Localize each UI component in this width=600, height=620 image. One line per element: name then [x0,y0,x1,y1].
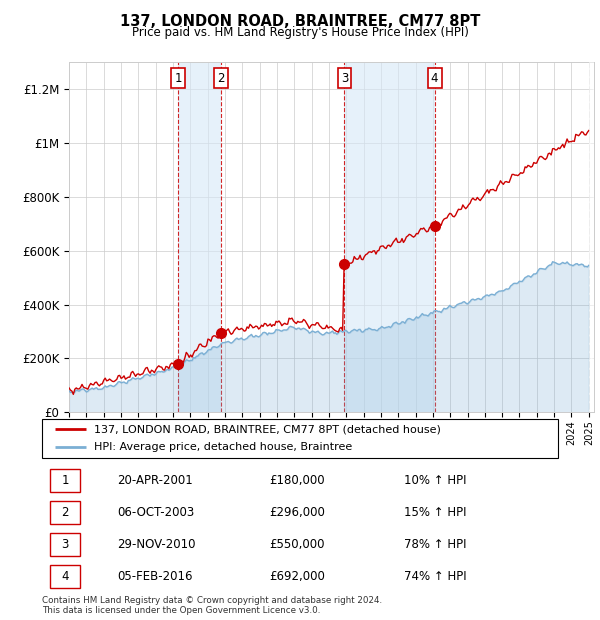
Text: HPI: Average price, detached house, Braintree: HPI: Average price, detached house, Brai… [94,442,352,452]
FancyBboxPatch shape [50,533,80,556]
Text: 137, LONDON ROAD, BRAINTREE, CM77 8PT: 137, LONDON ROAD, BRAINTREE, CM77 8PT [120,14,480,29]
Text: 10% ↑ HPI: 10% ↑ HPI [404,474,466,487]
Text: 2: 2 [217,72,225,85]
FancyBboxPatch shape [42,419,558,458]
Text: 4: 4 [61,570,69,583]
Bar [178,62,221,412]
Text: £550,000: £550,000 [269,538,325,551]
Text: £692,000: £692,000 [269,570,325,583]
Text: 3: 3 [61,538,68,551]
Text: Contains HM Land Registry data © Crown copyright and database right 2024.
This d: Contains HM Land Registry data © Crown c… [42,596,382,615]
Bar [344,62,434,412]
Text: 4: 4 [431,72,439,85]
Text: 1: 1 [175,72,182,85]
Text: 1: 1 [61,474,69,487]
Text: 2: 2 [61,506,69,519]
FancyBboxPatch shape [50,469,80,492]
FancyBboxPatch shape [50,565,80,588]
Text: 29-NOV-2010: 29-NOV-2010 [118,538,196,551]
Text: 05-FEB-2016: 05-FEB-2016 [118,570,193,583]
Text: 74% ↑ HPI: 74% ↑ HPI [404,570,466,583]
Text: £180,000: £180,000 [269,474,325,487]
FancyBboxPatch shape [50,501,80,524]
Text: 06-OCT-2003: 06-OCT-2003 [118,506,195,519]
Text: Price paid vs. HM Land Registry's House Price Index (HPI): Price paid vs. HM Land Registry's House … [131,26,469,39]
Text: £296,000: £296,000 [269,506,325,519]
Text: 78% ↑ HPI: 78% ↑ HPI [404,538,466,551]
Text: 20-APR-2001: 20-APR-2001 [118,474,193,487]
Text: 137, LONDON ROAD, BRAINTREE, CM77 8PT (detached house): 137, LONDON ROAD, BRAINTREE, CM77 8PT (d… [94,425,440,435]
Text: 15% ↑ HPI: 15% ↑ HPI [404,506,466,519]
Text: 3: 3 [341,72,348,85]
